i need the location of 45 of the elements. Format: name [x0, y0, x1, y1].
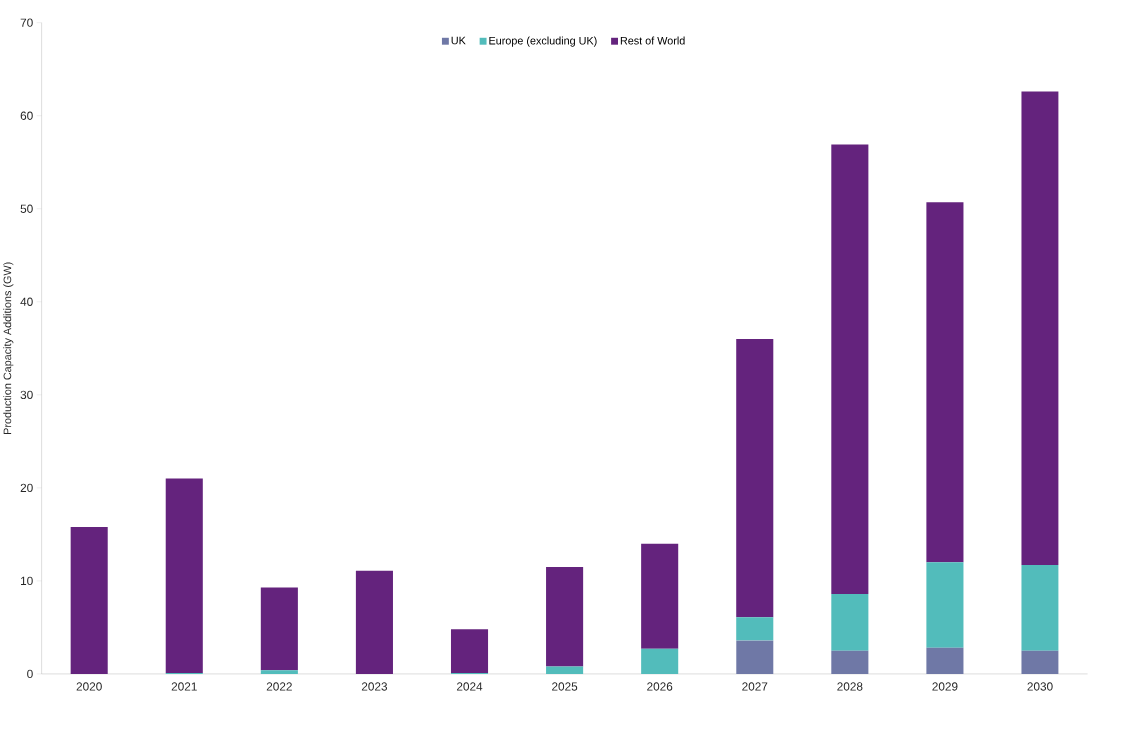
- y-tick-label: 60: [20, 111, 33, 120]
- bar: [736, 339, 774, 618]
- x-tick-label: 2020: [76, 682, 102, 691]
- bar: [736, 617, 774, 641]
- bar: [831, 144, 869, 594]
- x-tick-label: 2026: [647, 682, 673, 691]
- bar: [165, 478, 203, 673]
- legend-label: UK: [451, 36, 466, 45]
- bar: [546, 666, 584, 674]
- bar: [926, 202, 964, 563]
- x-tick-label: 2024: [456, 682, 483, 691]
- bar: [641, 648, 679, 674]
- bar: [926, 562, 964, 648]
- bar: [641, 543, 679, 649]
- x-tick-label: 2027: [742, 682, 768, 691]
- legend-label: Europe (excluding UK): [489, 36, 597, 47]
- bar: [355, 570, 393, 674]
- bar: [260, 587, 298, 671]
- bar: [70, 526, 108, 674]
- bar: [831, 593, 869, 651]
- x-tick-label: 2030: [1027, 682, 1053, 691]
- y-tick-label: 0: [27, 669, 33, 679]
- x-tick-label: 2023: [361, 682, 388, 691]
- y-tick-label: 40: [20, 297, 33, 306]
- x-tick-label: 2025: [552, 682, 578, 691]
- x-tick-label: 2028: [837, 682, 863, 691]
- x-tick-label: 2021: [171, 682, 197, 691]
- y-axis-title: Production Capacity Additions (GW): [3, 262, 14, 434]
- y-tick-label: 70: [20, 18, 33, 27]
- bar: [1021, 565, 1059, 651]
- bar: [736, 640, 774, 674]
- bar: [546, 566, 584, 667]
- legend-label: Rest of World: [620, 36, 685, 45]
- y-tick-label: 20: [20, 483, 33, 493]
- y-tick-label: 50: [20, 204, 33, 213]
- bar: [450, 629, 489, 673]
- bar: [926, 647, 964, 674]
- bar: [1021, 91, 1059, 566]
- y-tick-label: 30: [20, 390, 33, 399]
- bar: [260, 670, 298, 674]
- x-tick-label: 2029: [932, 682, 958, 691]
- x-tick-label: 2022: [266, 682, 292, 691]
- bar: [1021, 650, 1059, 674]
- y-tick-label: 10: [21, 576, 33, 586]
- bar: [831, 650, 869, 674]
